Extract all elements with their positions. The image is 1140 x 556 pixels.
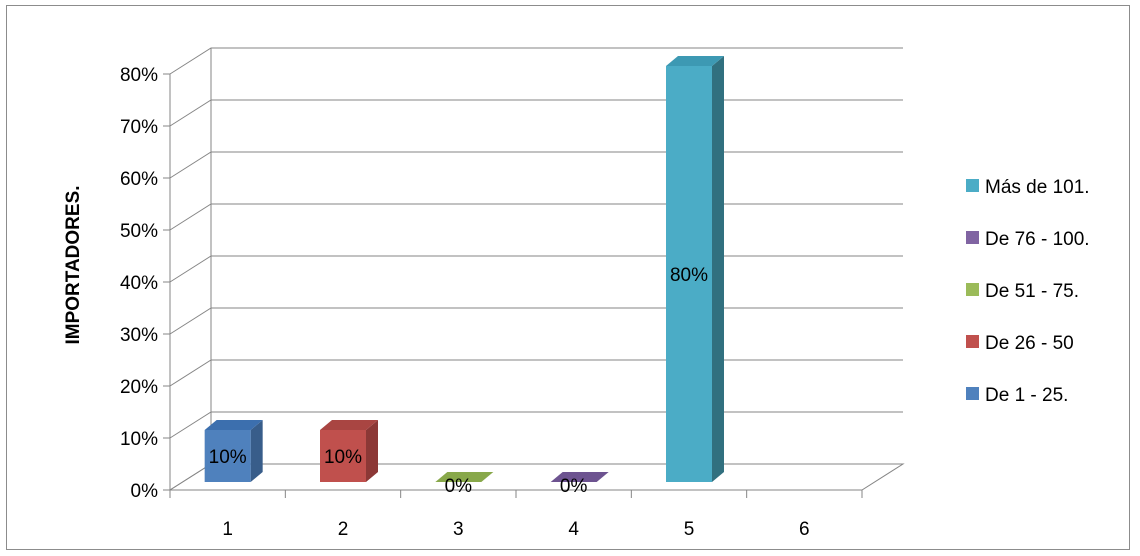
bar-front — [320, 430, 366, 482]
gridline — [169, 463, 903, 491]
data-label: 10% — [324, 447, 362, 468]
bar-top — [550, 472, 609, 482]
y-tick-label: 40% — [120, 273, 158, 294]
bars — [204, 56, 724, 482]
bar-top — [204, 420, 263, 430]
bar-top — [666, 56, 724, 66]
legend-swatch — [966, 283, 979, 296]
data-label: 0% — [445, 476, 473, 497]
bar — [204, 420, 263, 482]
legend-swatch — [966, 231, 979, 244]
x-tick-label: 1 — [222, 519, 233, 540]
gridline — [169, 151, 903, 179]
y-tick-label: 80% — [120, 65, 158, 86]
bar — [666, 56, 724, 482]
bar-front — [666, 66, 712, 482]
data-label: 10% — [209, 447, 247, 468]
x-tick-label: 3 — [453, 519, 464, 540]
data-labels: 10% 10% 0% 0% 80% — [209, 265, 708, 497]
gridline — [169, 411, 903, 439]
x-axis-ticks: 1 2 3 4 5 6 — [169, 490, 863, 540]
bar-top — [435, 472, 494, 482]
floor — [168, 463, 905, 491]
x-tick-label: 6 — [799, 519, 810, 540]
gridlines — [169, 47, 903, 491]
y-tick-label: 20% — [120, 377, 158, 398]
chart-frame — [6, 5, 1130, 550]
legend-label: De 76 - 100. — [985, 229, 1090, 250]
legend-label: De 1 - 25. — [985, 385, 1068, 406]
bar-side — [712, 56, 724, 482]
gridline — [169, 307, 903, 335]
y-tick-label: 0% — [131, 481, 159, 502]
legend-label: De 26 - 50 — [985, 333, 1074, 354]
gridline — [169, 359, 903, 387]
gridline — [169, 203, 903, 231]
y-axis-ticks: 0% 10% 20% 30% 40% 50% 60% 70% 80% — [120, 65, 170, 502]
data-label: 0% — [560, 476, 588, 497]
gridline — [169, 99, 903, 127]
y-tick-label: 60% — [120, 169, 158, 190]
legend-label: De 51 - 75. — [985, 281, 1079, 302]
legend-swatch — [966, 387, 979, 400]
gridline — [169, 255, 903, 283]
legend: Más de 101. De 76 - 100. De 51 - 75. De 26 … — [966, 177, 1090, 406]
legend-label: Más de 101. — [985, 177, 1090, 198]
y-tick-label: 50% — [120, 221, 158, 242]
bar — [320, 420, 378, 482]
y-tick-label: 30% — [120, 325, 158, 346]
x-tick-label: 4 — [568, 519, 579, 540]
gridline — [169, 47, 903, 75]
data-label: 80% — [670, 265, 708, 286]
bar-side — [366, 420, 378, 482]
x-tick-label: 2 — [338, 519, 349, 540]
bar — [435, 472, 494, 482]
chart-walls — [168, 48, 905, 491]
bar-top — [320, 420, 378, 430]
legend-swatch — [966, 335, 979, 348]
y-axis-title: IMPORTADORES. — [63, 185, 84, 344]
bar-front — [204, 430, 251, 482]
x-tick-label: 5 — [684, 519, 695, 540]
bar-side — [250, 420, 263, 482]
y-tick-label: 70% — [120, 117, 158, 138]
bar — [550, 472, 609, 482]
y-tick-label: 10% — [120, 429, 158, 450]
legend-swatch — [966, 179, 979, 192]
